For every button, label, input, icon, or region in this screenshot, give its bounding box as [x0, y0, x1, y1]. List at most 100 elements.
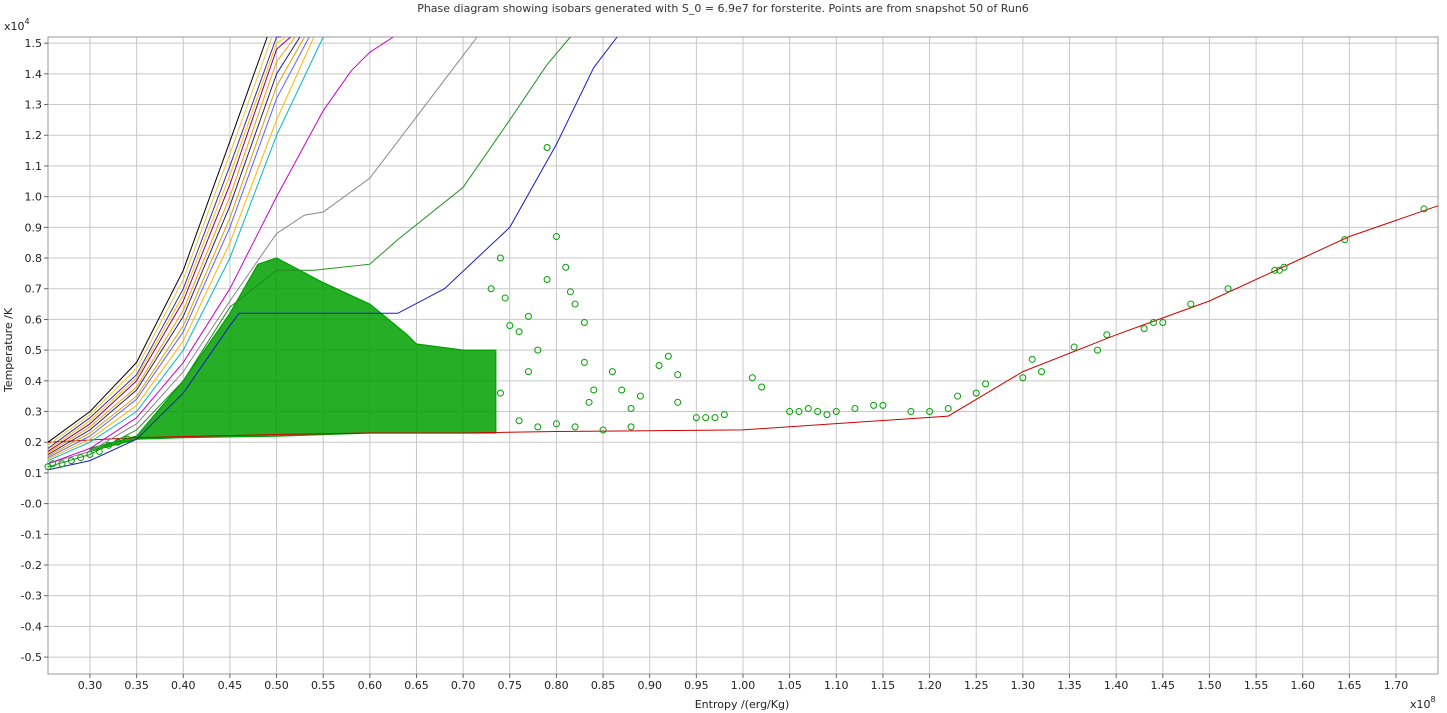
y-tick-label: 0.1 [25, 467, 43, 480]
x-tick-label: 1.30 [1011, 679, 1036, 692]
series-line [47, 36, 273, 446]
data-point [832, 408, 840, 416]
x-tick-label: 1.50 [1197, 679, 1222, 692]
series-line [47, 36, 287, 451]
data-point [982, 380, 990, 388]
x-tick-label: 0.55 [311, 679, 336, 692]
x-tick-label: 0.60 [358, 679, 383, 692]
data-point [870, 401, 878, 409]
data-point [1187, 300, 1195, 308]
x-multiplier-base: x10 [1410, 698, 1431, 711]
data-point [571, 300, 579, 308]
data-point [702, 414, 710, 422]
data-point [534, 346, 542, 354]
series-line [47, 36, 305, 457]
data-point [711, 414, 719, 422]
x-tick-label: 0.30 [78, 679, 103, 692]
x-tick-label: 1.20 [917, 679, 942, 692]
y-axis: 1.5 1.4 1.3 1.2 1.1 1.0 0.9 0.8 0.7 0.6 0.5 0.4 0.3 0… [21, 37, 48, 664]
data-point [926, 408, 934, 416]
x-tick-label: 1.05 [777, 679, 802, 692]
data-point [77, 454, 85, 462]
y-tick-label: -0.3 [21, 590, 42, 603]
data-point [524, 312, 532, 320]
data-point [1140, 325, 1148, 333]
data-point [67, 457, 75, 465]
data-point [795, 408, 803, 416]
data-point [580, 358, 588, 366]
grid [48, 37, 1438, 674]
data-point [123, 435, 131, 443]
series-line [47, 205, 1439, 443]
x-tick-label: 0.70 [451, 679, 476, 692]
x-tick-label: 0.90 [637, 679, 662, 692]
data-point [487, 285, 495, 293]
y-tick-label: 0.2 [25, 436, 43, 449]
x-tick-label: 1.25 [964, 679, 989, 692]
data-point [758, 383, 766, 391]
data-point [972, 389, 980, 397]
x-multiplier: x108 [1410, 695, 1436, 711]
y-tick-label: 1.0 [25, 191, 43, 204]
data-point [954, 392, 962, 400]
data-point [49, 460, 57, 468]
data-point [585, 398, 593, 406]
series-line [47, 36, 301, 455]
series-line [47, 36, 310, 459]
data-point [1103, 331, 1111, 339]
x-tick-label: 1.40 [1104, 679, 1129, 692]
y-tick-label: -0.4 [21, 620, 42, 633]
y-tick-label: 1.4 [25, 68, 43, 81]
x-axis-title: Entropy /(erg/Kg) [695, 698, 790, 711]
data-point [1224, 285, 1232, 293]
series-line [47, 36, 618, 471]
data-point [655, 361, 663, 369]
data-point [879, 401, 887, 409]
series-line [47, 36, 296, 454]
data-point [814, 408, 822, 416]
data-point [1028, 355, 1036, 363]
data-point [748, 374, 756, 382]
y-axis-title: Temperature /K [2, 307, 15, 393]
x-tick-label: 0.40 [171, 679, 196, 692]
data-point [571, 423, 579, 431]
data-point [496, 254, 504, 262]
data-point [608, 368, 616, 376]
isobar-lines [47, 36, 1439, 471]
data-point [590, 386, 598, 394]
data-point [1093, 346, 1101, 354]
series-line [47, 36, 571, 468]
data-point [804, 404, 812, 412]
y-multiplier-exponent: 4 [25, 17, 30, 26]
y-tick-label: 1.3 [25, 99, 43, 112]
data-point [562, 263, 570, 271]
y-tick-label: 0.3 [25, 406, 43, 419]
y-tick-label: 0.6 [25, 313, 43, 326]
point-cloud [89, 257, 497, 453]
x-tick-label: 1.45 [1151, 679, 1176, 692]
x-tick-label: 0.45 [218, 679, 243, 692]
data-point [1280, 263, 1288, 271]
x-tick-label: 1.00 [731, 679, 756, 692]
x-multiplier-exponent: 8 [1431, 695, 1436, 704]
y-tick-label: 0.9 [25, 221, 43, 234]
data-point [1038, 368, 1046, 376]
data-point [543, 276, 551, 284]
series-line [47, 36, 291, 452]
y-multiplier-base: x10 [4, 20, 25, 33]
data-point [664, 352, 672, 360]
data-point [515, 328, 523, 336]
series-line [47, 36, 268, 443]
x-tick-label: 1.65 [1337, 679, 1362, 692]
data-point [599, 426, 607, 434]
data-point [114, 438, 122, 446]
x-tick-label: 1.10 [824, 679, 849, 692]
data-point [636, 392, 644, 400]
x-tick-label: 0.95 [684, 679, 709, 692]
data-point [618, 386, 626, 394]
data-point [786, 408, 794, 416]
y-tick-label: -0.0 [21, 498, 42, 511]
y-tick-label: -0.1 [21, 528, 42, 541]
data-point [674, 371, 682, 379]
x-tick-label: 0.50 [264, 679, 289, 692]
